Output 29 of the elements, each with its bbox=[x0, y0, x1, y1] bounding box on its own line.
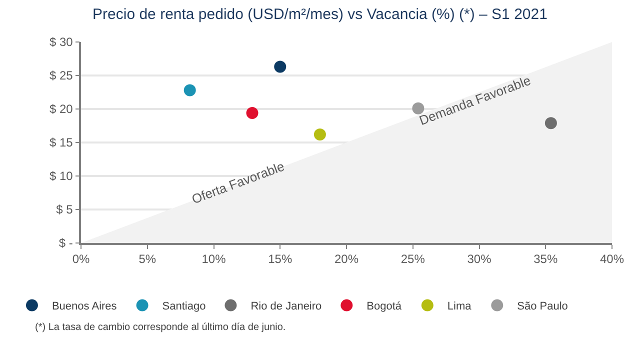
y-tick-label: $ 15 bbox=[49, 136, 74, 150]
x-tick-label: 20% bbox=[334, 252, 359, 266]
legend-label: São Paulo bbox=[517, 300, 568, 313]
point bbox=[314, 128, 326, 140]
point bbox=[544, 117, 557, 130]
x-tick-label: 35% bbox=[534, 252, 558, 266]
y-tick-label: $ 25 bbox=[49, 68, 74, 83]
y-tick-label: $ 5 bbox=[56, 202, 74, 217]
legend-label: Rio de Janeiro bbox=[250, 300, 322, 313]
point bbox=[246, 107, 258, 120]
legend-label: Santiago bbox=[162, 300, 206, 313]
legend-label: Buenos Aires bbox=[52, 300, 118, 313]
x-tick-label: 15% bbox=[268, 252, 292, 266]
chart-title: Precio de renta pedido (USD/m²/mes) vs Vacancia (%) (*) – S1 2021 bbox=[92, 6, 548, 23]
legend-label: Bogotá bbox=[366, 300, 402, 313]
legend-label: Lima bbox=[447, 300, 472, 313]
x-tick-label: 30% bbox=[467, 252, 492, 266]
x-tick-label: 0% bbox=[72, 252, 90, 266]
y-tick-label: $ 30 bbox=[49, 35, 74, 50]
x-tick-label: 25% bbox=[400, 252, 426, 266]
point bbox=[274, 60, 286, 73]
y-tick-label: $ 20 bbox=[49, 102, 74, 116]
x-tick-label: 40% bbox=[600, 252, 624, 266]
y-tick-label: $ - bbox=[58, 236, 73, 250]
text: (*) La tasa de cambio corresponde al último día de junio. bbox=[35, 322, 286, 333]
y-tick-label: $ 10 bbox=[49, 169, 74, 184]
point bbox=[184, 84, 196, 96]
x-tick-label: 10% bbox=[202, 252, 226, 266]
x-tick-label: 5% bbox=[138, 252, 156, 266]
